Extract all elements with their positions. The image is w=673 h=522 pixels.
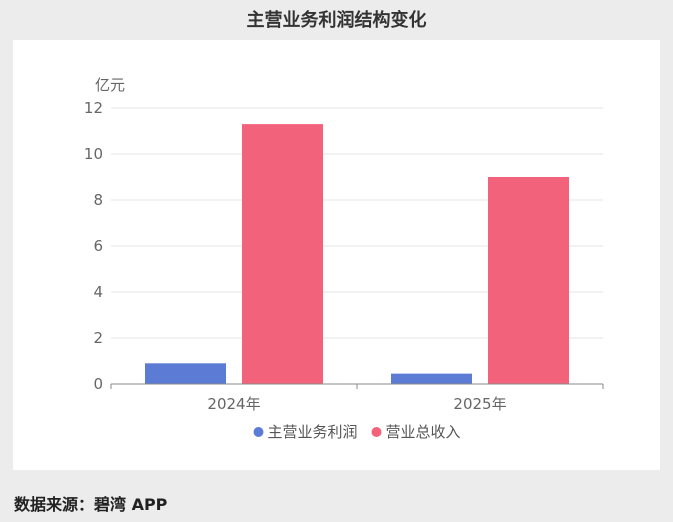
legend-label: 营业总收入	[386, 423, 461, 441]
legend: 主营业务利润 营业总收入	[253, 423, 461, 441]
x-tick-label: 2025年	[453, 395, 506, 413]
chart-panel: 0 2 4 6 8 10 12 亿元 2024年 2025年 主营业务利润 营业总收入	[13, 40, 660, 470]
y-tick-label: 2	[93, 329, 103, 347]
legend-label: 主营业务利润	[267, 423, 357, 441]
y-tick-label: 12	[84, 99, 103, 117]
data-source: 数据来源：碧湾 APP	[14, 495, 168, 514]
bar-营业总收入-2025年	[488, 177, 569, 384]
legend-item[interactable]: 营业总收入	[371, 423, 461, 441]
y-tick-label: 4	[93, 283, 103, 301]
bar-主营业务利润-2024年	[145, 363, 226, 384]
bar-主营业务利润-2025年	[391, 373, 472, 384]
y-axis-ticks: 0 2 4 6 8 10 12	[84, 99, 103, 393]
chart-title: 主营业务利润结构变化	[246, 10, 427, 31]
y-tick-label: 0	[93, 375, 103, 393]
y-axis-unit: 亿元	[95, 76, 125, 94]
legend-item[interactable]: 主营业务利润	[253, 423, 358, 441]
bar-chart: 0 2 4 6 8 10 12 亿元 2024年 2025年 主营业务利润 营业总收入	[84, 76, 604, 441]
y-tick-label: 10	[84, 145, 103, 163]
y-tick-label: 6	[93, 237, 103, 255]
x-axis-ticks: 2024年 2025年	[110, 384, 604, 413]
bars	[145, 124, 569, 384]
legend-marker	[253, 427, 264, 437]
bar-营业总收入-2024年	[242, 124, 323, 384]
x-tick-label: 2024年	[207, 395, 260, 413]
y-tick-label: 8	[93, 191, 103, 209]
legend-marker	[371, 427, 382, 437]
